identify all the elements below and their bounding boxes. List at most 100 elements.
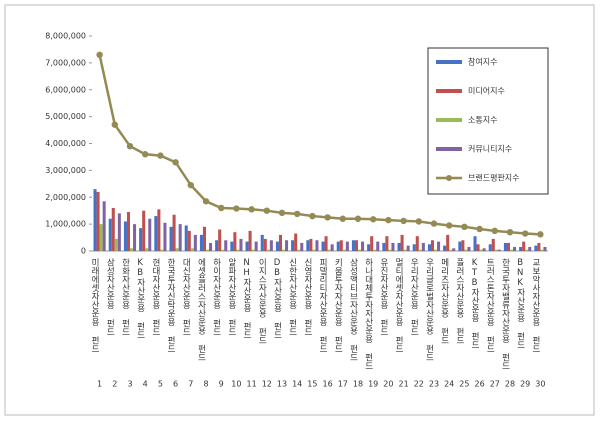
bar	[406, 245, 410, 251]
line-marker	[111, 121, 119, 128]
bar	[282, 249, 286, 251]
legend-label: 참여지수	[468, 57, 497, 67]
x-tick-label: 트러스톤자산운용 펀드	[485, 258, 495, 353]
bar	[254, 241, 258, 251]
legend-label: 브랜드평판지수	[468, 173, 520, 183]
bar	[491, 238, 495, 251]
line-marker	[294, 210, 301, 218]
legend-swatch	[436, 147, 462, 151]
bar	[367, 244, 371, 251]
legend-label: 미디어지수	[468, 86, 505, 96]
x-tick-label: 한국투자밸류자산운용 펀드	[500, 258, 510, 370]
bar	[458, 241, 462, 251]
bar	[142, 210, 146, 251]
category-number: 1	[97, 380, 102, 389]
bar	[467, 246, 471, 251]
bar	[178, 224, 182, 251]
bar	[206, 249, 210, 251]
category-number: 20	[383, 380, 393, 389]
bar	[157, 209, 161, 251]
line-marker	[218, 204, 225, 212]
line-marker	[430, 220, 438, 227]
bar	[513, 246, 517, 251]
category-number: 29	[520, 380, 530, 389]
category-number: 11	[247, 380, 257, 389]
category-number: 19	[368, 380, 378, 389]
bar	[339, 240, 343, 251]
bar	[300, 242, 304, 251]
category-number: 14	[292, 380, 302, 389]
bar	[342, 249, 346, 251]
category-number: 10	[231, 380, 241, 389]
bar	[202, 226, 206, 251]
line-marker	[506, 228, 514, 236]
bar	[199, 234, 203, 251]
category-number: 5	[158, 380, 163, 389]
bar	[315, 240, 319, 251]
y-tick-label: 6,000,000	[45, 85, 86, 94]
bar	[391, 242, 395, 251]
bar	[251, 249, 255, 251]
x-tick-label: KB자산운용 펀드	[135, 258, 145, 339]
bar	[175, 248, 179, 251]
x-tick-label: KTB자산운용 펀드	[470, 258, 480, 349]
bar	[461, 240, 465, 251]
bar	[494, 249, 498, 251]
bar	[172, 214, 176, 251]
bar	[479, 249, 483, 251]
bar	[537, 242, 541, 251]
x-tick-label: 플러스자산운용 펀드	[454, 258, 464, 345]
bar	[163, 222, 167, 251]
bar	[266, 249, 270, 251]
y-tick-label: 8,000,000	[45, 32, 86, 41]
legend-swatch	[436, 118, 462, 122]
y-tick-label: 1,000,000	[45, 220, 86, 229]
bar	[385, 236, 389, 251]
line-marker	[339, 215, 346, 222]
bar	[96, 191, 100, 251]
line-marker	[263, 207, 270, 214]
legend-swatch	[446, 175, 452, 181]
line-marker	[400, 217, 407, 225]
line-marker	[126, 142, 134, 150]
category-number: 13	[277, 380, 287, 389]
bar	[111, 208, 115, 251]
category-number: 15	[307, 380, 317, 389]
bar	[224, 240, 228, 251]
line-marker	[461, 223, 468, 231]
bar	[108, 218, 112, 251]
bar	[117, 213, 121, 251]
bar	[236, 249, 240, 251]
bar	[358, 249, 362, 251]
bar	[534, 245, 538, 251]
bar	[248, 230, 252, 251]
bar	[434, 249, 438, 251]
x-tick-label: 에셋플러스자산운용 펀드	[196, 258, 206, 362]
bar	[336, 241, 340, 251]
category-number: 28	[505, 380, 515, 389]
bar	[361, 241, 365, 251]
bar	[446, 234, 450, 251]
bar	[482, 248, 486, 251]
bar	[154, 216, 158, 251]
y-tick-label: 4,000,000	[45, 139, 86, 148]
line-marker	[96, 51, 103, 59]
bar	[230, 241, 234, 251]
bar	[114, 238, 118, 251]
x-tick-label: 신영자산운용 펀드	[302, 258, 312, 336]
bar	[437, 241, 441, 251]
bar	[263, 238, 267, 251]
category-number: 22	[414, 380, 424, 389]
x-tick-label: 현대자산운용 펀드	[150, 258, 160, 336]
bar	[233, 232, 237, 251]
line-marker	[157, 152, 164, 159]
x-tick-label: 신한자산운용 펀드	[287, 258, 297, 336]
bar	[506, 242, 510, 251]
bar	[497, 249, 501, 251]
category-number: 7	[188, 380, 193, 389]
bar	[139, 228, 143, 251]
category-number: 8	[203, 380, 208, 389]
bar	[397, 242, 401, 251]
category-number: 26	[475, 380, 485, 389]
bar	[473, 236, 477, 251]
